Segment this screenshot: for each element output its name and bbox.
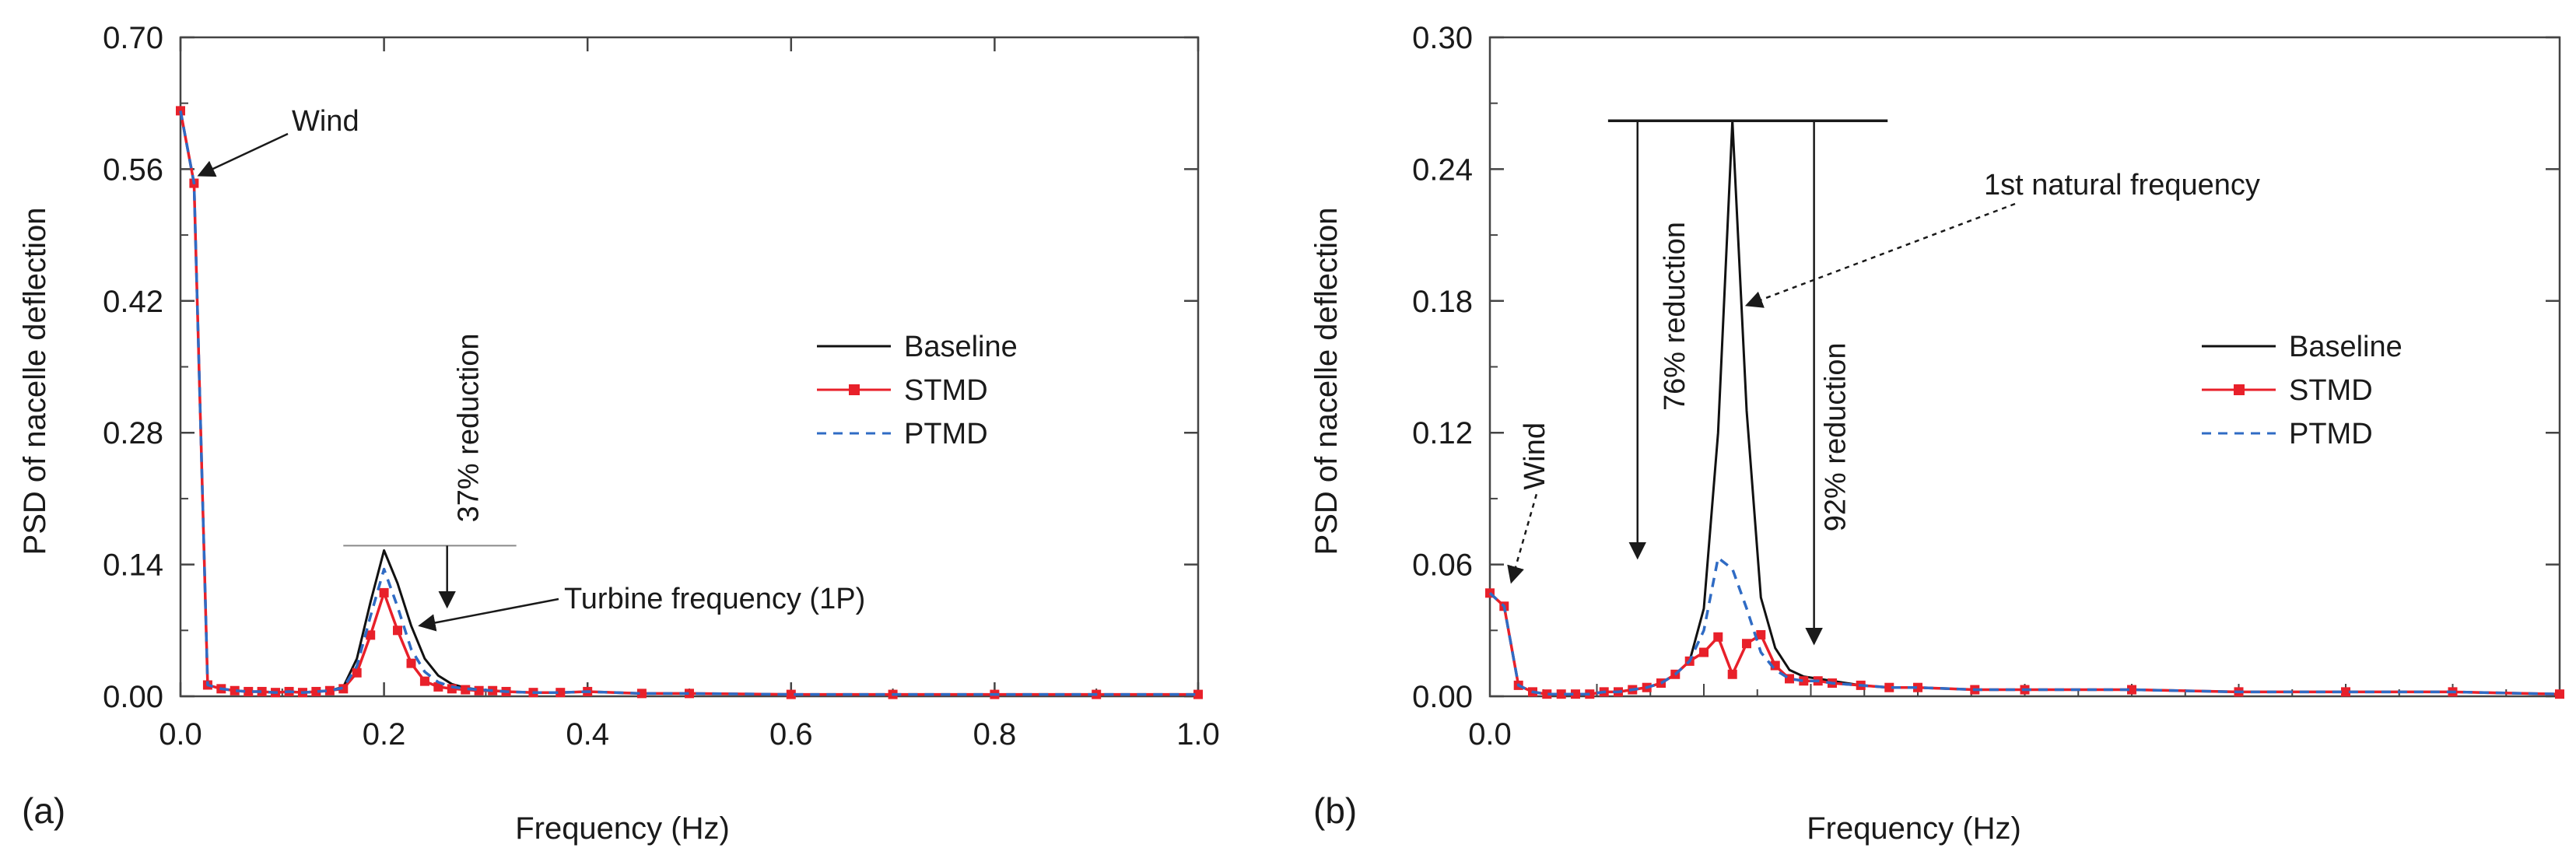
series-line-ptmd bbox=[1488, 556, 2560, 696]
stmd-point bbox=[685, 689, 694, 699]
stmd-point bbox=[1742, 639, 1751, 649]
x-tick-label: 0.0 bbox=[1468, 717, 1512, 752]
y-tick-label: 0.00 bbox=[1412, 680, 1473, 714]
stmd-point bbox=[338, 684, 349, 694]
y-tick-label: 0.24 bbox=[1412, 152, 1473, 187]
y-tick-label: 0.18 bbox=[1412, 285, 1473, 319]
legend-marker bbox=[2234, 384, 2245, 395]
legend-marker bbox=[849, 384, 860, 395]
stmd-point bbox=[257, 686, 267, 696]
annotation-92-reduction: 92% reduction bbox=[1820, 342, 1852, 531]
annotation-76-reduction: 76% reduction bbox=[1659, 222, 1691, 411]
stmd-point bbox=[1571, 689, 1580, 699]
stmd-point bbox=[379, 587, 389, 597]
panel-b-series bbox=[1485, 119, 2564, 699]
stmd-point bbox=[1913, 682, 1922, 692]
annotation-wind-arrow bbox=[1507, 493, 1538, 584]
stmd-point bbox=[1193, 689, 1203, 699]
y-tick-label: 0.00 bbox=[103, 680, 163, 714]
stmd-point bbox=[230, 685, 240, 696]
x-tick-label: 0.4 bbox=[566, 717, 609, 752]
series-line-stmd bbox=[1488, 592, 2560, 696]
annotation-wind: Wind bbox=[292, 105, 359, 138]
series-line-baseline bbox=[1488, 119, 2560, 696]
legend-label-stmd: STMD bbox=[904, 374, 988, 407]
annotation-turbine-arrow bbox=[418, 597, 559, 632]
stmd-point bbox=[1884, 682, 1894, 692]
y-tick-label: 0.56 bbox=[103, 152, 163, 187]
panel-a-annotations: Baseline STMD PTMD Wind 37% reduction Turbine… bbox=[197, 105, 1018, 632]
stmd-point bbox=[786, 689, 796, 699]
panel-a-xlabel: Frequency (Hz) bbox=[515, 811, 730, 846]
x-tick-label: 0.0 bbox=[159, 717, 202, 752]
panel-b-label: (b) bbox=[1313, 790, 1357, 831]
stmd-point bbox=[1542, 689, 1552, 699]
panel-a-axes: 0.00 0.14 0.28 0.42 0.56 0.70 0.0 0.2 0.4 0.6 0.8 1… bbox=[103, 21, 1220, 752]
stmd-point bbox=[2341, 687, 2350, 697]
plot-frame bbox=[1488, 36, 2561, 698]
y-tick-label: 0.28 bbox=[103, 416, 163, 450]
series-line-ptmd bbox=[179, 110, 1198, 696]
stmd-point bbox=[311, 686, 321, 696]
stmd-point bbox=[556, 688, 566, 698]
legend-label-ptmd: PTMD bbox=[2289, 418, 2373, 450]
panel-a-ylabel: PSD of nacelle deflection bbox=[18, 208, 52, 555]
stmd-point bbox=[2555, 689, 2564, 699]
panel-b-xlabel: Frequency (Hz) bbox=[1807, 811, 2021, 846]
panel-b-annotations: Baseline STMD PTMD 76% reduction 92% reducti… bbox=[1507, 119, 2403, 646]
stmd-point bbox=[366, 630, 376, 640]
panel-a-label: (a) bbox=[22, 790, 65, 831]
stmd-point bbox=[1727, 669, 1737, 679]
x-tick-label: 0.6 bbox=[769, 717, 813, 752]
stmd-point bbox=[324, 685, 335, 696]
stmd-point bbox=[392, 625, 402, 636]
stmd-point bbox=[176, 106, 185, 116]
legend-label-stmd: STMD bbox=[2289, 374, 2373, 407]
legend-label-ptmd: PTMD bbox=[904, 418, 988, 450]
stmd-point bbox=[1799, 676, 1809, 686]
annotation-37-reduction: 37% reduction bbox=[453, 333, 485, 522]
y-tick-label: 0.06 bbox=[1412, 548, 1473, 583]
y-tick-label: 0.12 bbox=[1412, 416, 1473, 450]
stmd-point bbox=[419, 676, 429, 686]
stmd-point bbox=[244, 686, 254, 696]
stmd-point bbox=[461, 685, 471, 695]
annotation-turbine-frequency: Turbine frequency (1P) bbox=[564, 583, 865, 615]
stmd-point bbox=[636, 689, 647, 699]
panel-b-ylabel: PSD of nacelle deflection bbox=[1309, 208, 1344, 555]
annotation-wind-arrow bbox=[197, 132, 289, 177]
x-tick-label: 1.0 bbox=[1176, 717, 1220, 752]
stmd-point bbox=[352, 668, 362, 678]
panel-a: 0.00 0.14 0.28 0.42 0.56 0.70 0.0 0.2 0.4 0.6 0.8 1… bbox=[18, 21, 1220, 846]
stmd-point bbox=[1713, 632, 1723, 642]
annotation-wind: Wind bbox=[1519, 422, 1551, 490]
stmd-point bbox=[1699, 647, 1709, 657]
stmd-point bbox=[1556, 689, 1566, 699]
x-tick-label: 0.2 bbox=[363, 717, 406, 752]
panel-b: 0.00 0.06 0.12 0.18 0.24 0.30 0.0 Baseline STMD… bbox=[1309, 21, 2564, 846]
y-tick-label: 0.30 bbox=[1412, 21, 1473, 55]
panel-a-series bbox=[176, 106, 1203, 699]
legend-label-baseline: Baseline bbox=[2289, 331, 2403, 363]
stmd-point bbox=[433, 682, 443, 692]
y-tick-label: 0.42 bbox=[103, 285, 163, 319]
y-tick-label: 0.70 bbox=[103, 21, 163, 55]
legend-label-baseline: Baseline bbox=[904, 331, 1018, 363]
annotation-natural-frequency: 1st natural frequency bbox=[1984, 169, 2260, 201]
x-tick-label: 0.8 bbox=[973, 717, 1017, 752]
stmd-point bbox=[406, 658, 416, 668]
stmd-point bbox=[1756, 629, 1766, 639]
stmd-point bbox=[2127, 685, 2136, 695]
panel-b-axes: 0.00 0.06 0.12 0.18 0.24 0.30 0.0 bbox=[1412, 21, 2561, 752]
y-tick-label: 0.14 bbox=[103, 548, 163, 583]
annotation-natural-frequency-arrow bbox=[1744, 202, 2016, 308]
